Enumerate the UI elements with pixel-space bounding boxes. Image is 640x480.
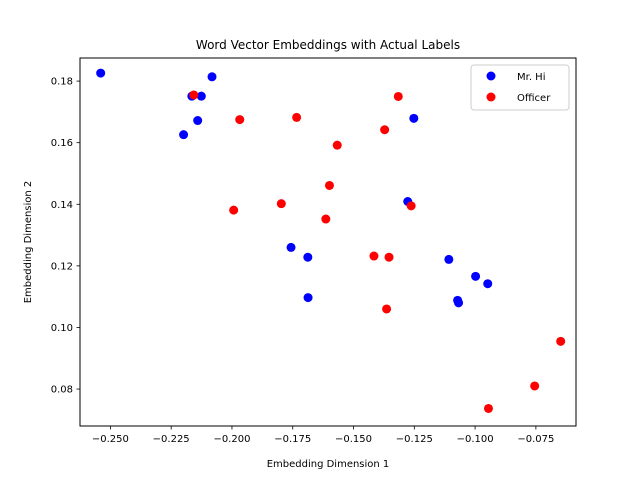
legend: Mr. Hi Officer	[470, 64, 570, 111]
x-tick-label: −0.150	[335, 434, 372, 445]
y-tick-label: 0.08	[51, 385, 73, 396]
data-point-officer	[235, 115, 245, 125]
data-point-mr-hi	[303, 293, 313, 303]
x-tick-label: −0.100	[457, 434, 494, 445]
x-tick-label: −0.200	[213, 434, 250, 445]
data-point-officer	[324, 180, 334, 190]
x-tick-label: −0.075	[517, 434, 554, 445]
legend-label-officer: Officer	[517, 93, 551, 104]
data-point-mr-hi	[444, 254, 454, 264]
plot-frame	[79, 57, 577, 427]
data-point-mr-hi	[303, 252, 313, 262]
data-point-officer	[406, 201, 416, 211]
data-point-officer	[382, 304, 392, 314]
data-point-mr-hi	[471, 271, 481, 281]
legend-marker-officer	[486, 92, 496, 102]
legend-marker-mr-hi	[486, 71, 496, 81]
x-axis-label: Embedding Dimension 1	[267, 459, 390, 470]
y-axis: 0.08 0.10 0.12 0.14 0.16 0.18	[51, 77, 80, 396]
legend-label-mr-hi: Mr. Hi	[517, 72, 545, 83]
data-point-officer	[556, 336, 566, 346]
data-point-mr-hi	[193, 116, 203, 126]
points-layer	[96, 68, 566, 413]
y-axis-label: Embedding Dimension 2	[23, 181, 34, 304]
data-point-officer	[530, 381, 540, 391]
data-point-officer	[483, 403, 493, 413]
data-point-officer	[321, 214, 331, 224]
y-tick-label: 0.18	[51, 77, 73, 88]
data-point-mr-hi	[96, 68, 106, 78]
x-tick-label: −0.250	[92, 434, 129, 445]
legend-box	[470, 64, 570, 111]
x-axis: −0.250 −0.225 −0.200 −0.175 −0.150 −0.125 −0.1…	[92, 426, 554, 445]
y-tick-label: 0.10	[51, 323, 73, 334]
data-point-mr-hi	[286, 242, 296, 252]
y-tick-label: 0.14	[51, 200, 73, 211]
y-tick-label: 0.16	[51, 138, 73, 149]
data-point-officer	[380, 125, 390, 135]
data-point-officer	[276, 199, 286, 209]
data-point-mr-hi	[179, 130, 189, 140]
x-tick-label: −0.225	[153, 434, 190, 445]
x-tick-label: −0.175	[274, 434, 311, 445]
data-point-officer	[369, 251, 379, 261]
data-point-officer	[229, 205, 239, 215]
data-point-mr-hi	[207, 72, 217, 82]
data-point-mr-hi	[483, 279, 493, 289]
y-tick-label: 0.12	[51, 261, 73, 272]
data-point-mr-hi	[196, 91, 206, 101]
data-point-officer	[384, 252, 394, 262]
data-point-officer	[292, 112, 302, 122]
x-tick-label: −0.125	[396, 434, 433, 445]
data-point-officer	[332, 140, 342, 150]
chart-title: Word Vector Embeddings with Actual Label…	[196, 38, 460, 52]
data-point-mr-hi	[454, 298, 464, 308]
data-point-officer	[189, 90, 199, 100]
data-point-mr-hi	[409, 113, 419, 123]
data-point-officer	[393, 91, 403, 101]
